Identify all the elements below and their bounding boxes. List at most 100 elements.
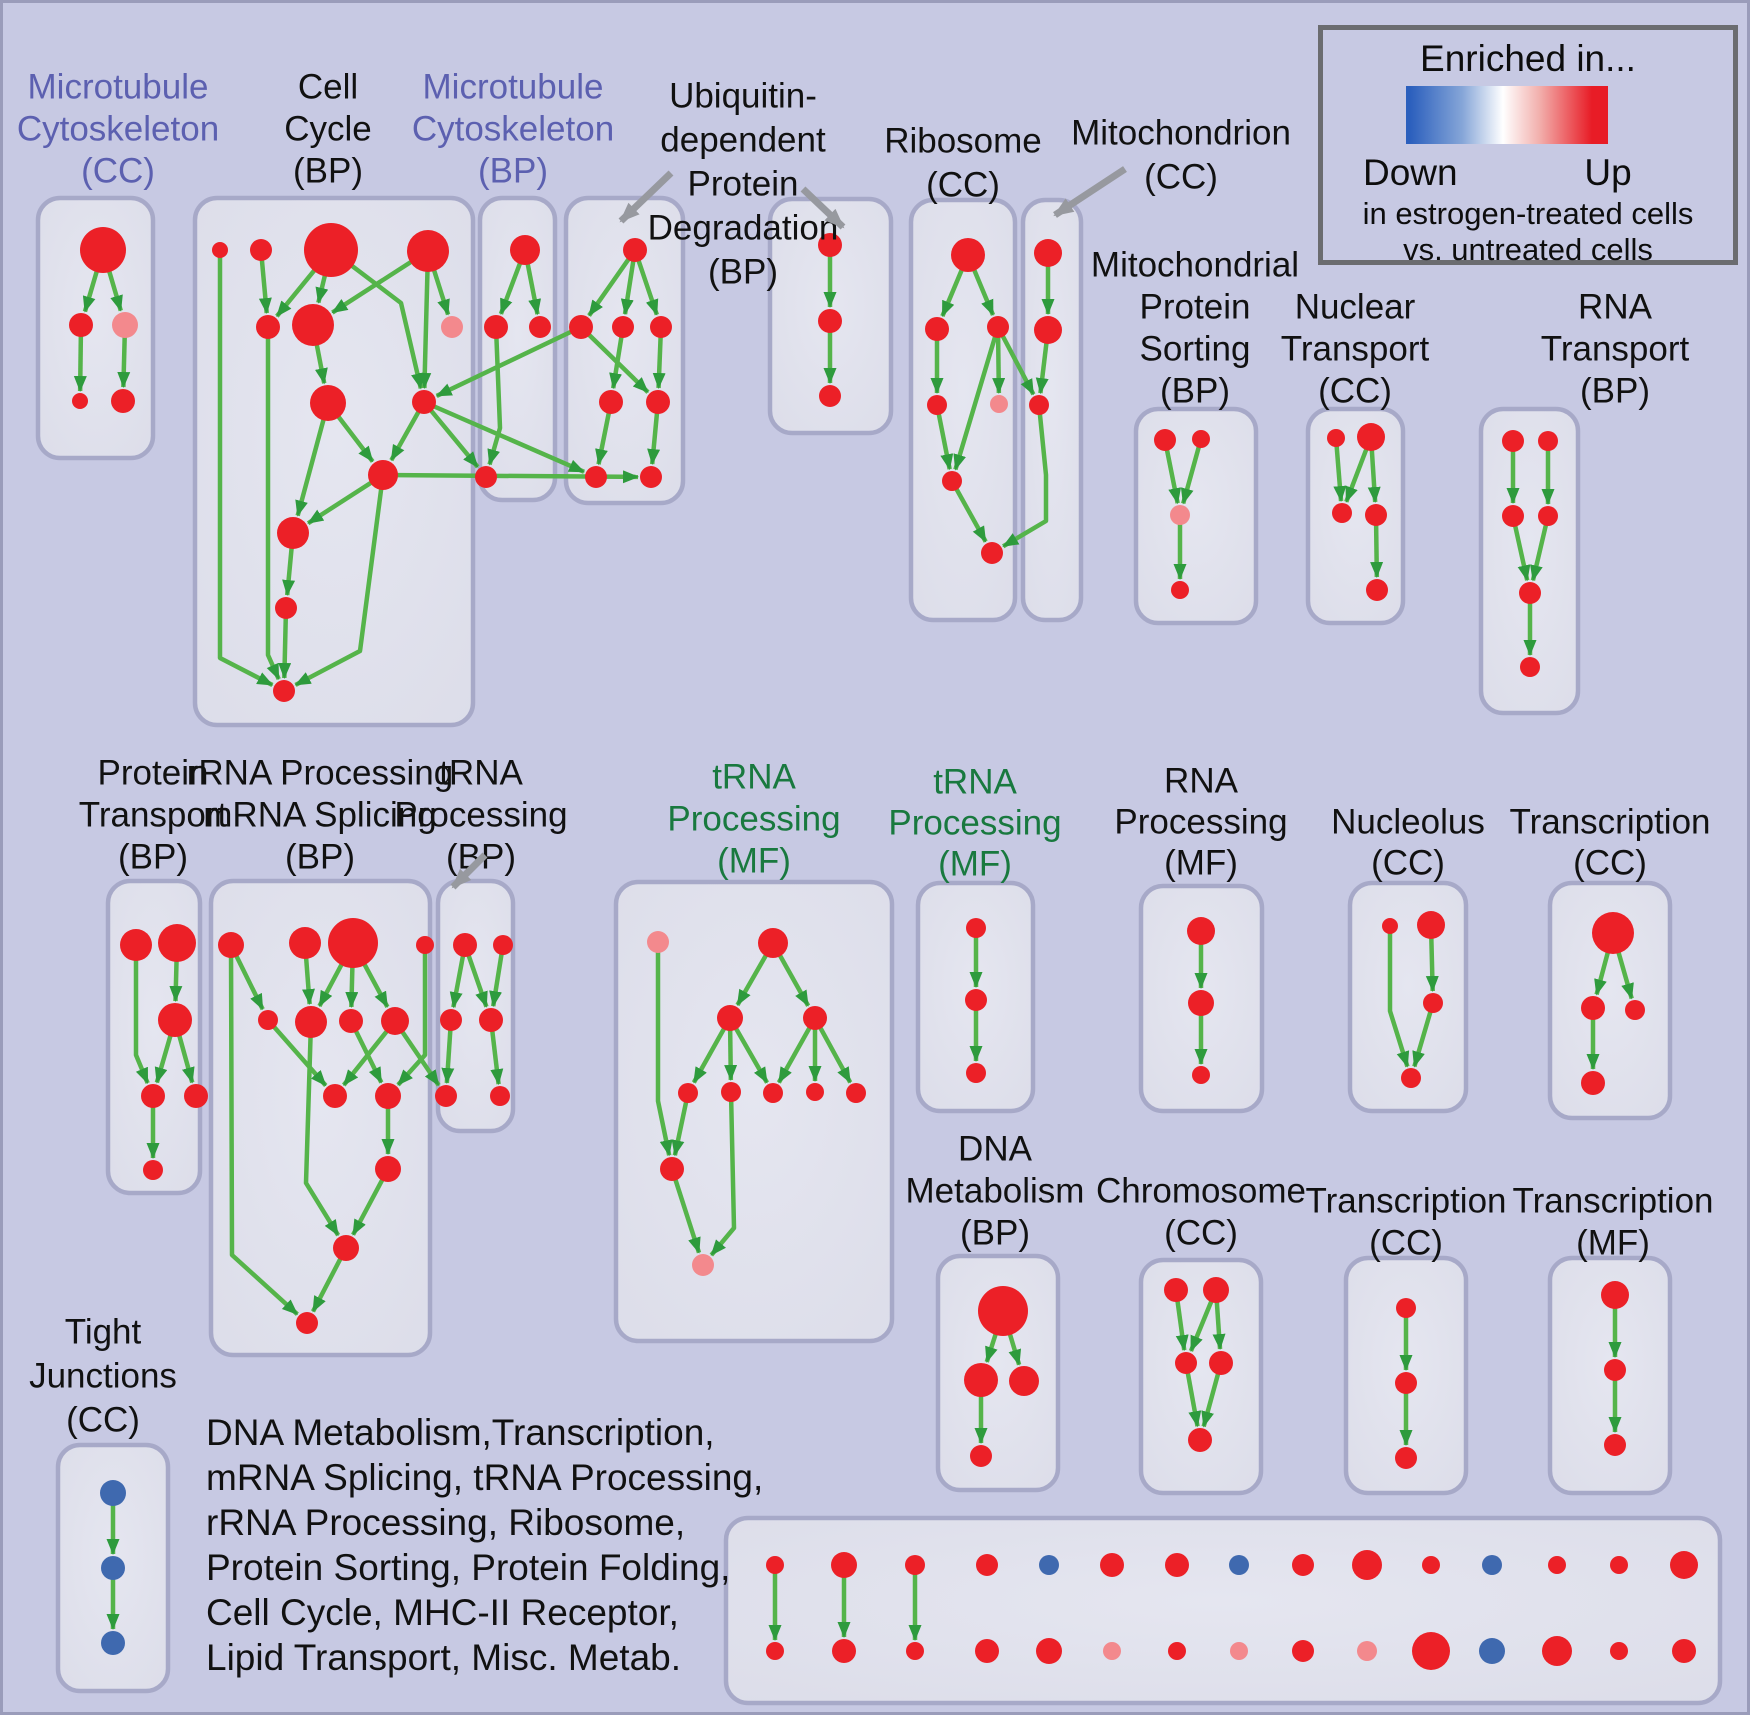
edge-cell-cycle-14 [294,474,386,687]
node-trna-mf1-0 [647,931,669,953]
node-nucleolus-0 [1382,918,1398,934]
group-box-nuclear-transport [1305,406,1406,626]
legend-subtitle-1: in estrogen-treated cells [1362,196,1694,231]
node-nuclear-transport-4 [1366,579,1388,601]
group-box-nucleolus [1347,880,1469,1114]
group-label-ubiquitin-line-1: dependent [660,120,826,159]
group-label-protein-transport-line-0: Protein [98,753,209,792]
node-mixed-strip-14 [1670,1551,1698,1579]
callout-arrow-ubiquitin-to-right-box [800,186,846,230]
node-trna-bp-3 [479,1008,503,1032]
node-ubiquitin-left-6 [585,466,607,488]
edge-trna-mf1-8 [655,942,673,1157]
group-label-rna-transport-line-2: (BP) [1580,371,1650,410]
node-transcription-cc3-2 [1395,1447,1417,1469]
edge-ribosome-6 [950,479,988,543]
cross-edge-2 [423,399,586,474]
node-protein-transport-4 [184,1084,208,1108]
network-diagram: MicrotubuleCytoskeleton(CC)CellCycle(BP)… [3,3,1747,1712]
group-label-protein-transport-line-1: Transport [79,795,228,834]
node-transcription-cc2-3 [1581,1071,1605,1095]
node-ribosome-1 [925,317,949,341]
group-box-mitochondrion [1020,197,1084,623]
node-microtubule-cc-1 [69,313,93,337]
node-dna-metabolism-3 [970,1445,992,1467]
edge-ubiquitin-left-0 [587,248,637,317]
node-mixed-strip-10 [1422,1556,1440,1574]
node-rrna-mrna-10 [375,1156,401,1182]
edge-protein-transport-0 [133,945,150,1084]
node-rrna-mrna-6 [339,1009,363,1033]
node-mixed-strip-5 [1100,1553,1124,1577]
group-label-trna-mf2-line-1: Processing [888,803,1061,842]
group-label-ribosome-line-1: (CC) [926,165,1000,204]
node-mixed-strip-23 [1292,1640,1314,1662]
edge-ribosome-4 [934,404,954,471]
group-label-mito-sorting-line-2: Sorting [1140,329,1251,368]
node-mixed-strip-3 [976,1554,998,1576]
node-rrna-mrna-7 [381,1007,409,1035]
group-label-trna-mf1-line-2: (MF) [717,841,791,880]
node-microtubule-cc-2 [112,312,138,338]
node-mixed-strip-11 [1482,1555,1502,1575]
group-label-transcription-mf3-line-1: (MF) [1576,1223,1650,1262]
node-mito-sorting-1 [1192,430,1210,448]
node-mixed-strip-19 [1036,1638,1062,1664]
group-label-microtubule-bp-line-1: Cytoskeleton [412,109,614,148]
node-transcription-cc2-2 [1625,1000,1645,1020]
edge-mito-sorting-1 [1180,438,1204,505]
node-rna-processing-2 [1192,1066,1210,1084]
group-label-trna-mf2-line-0: tRNA [933,762,1017,801]
group-box-mixed-strip [723,1515,1723,1706]
node-cell-cycle-10 [277,517,309,549]
edge-rrna-mrna-6 [266,1018,328,1087]
node-ribosome-6 [981,542,1003,564]
node-cell-cycle-2 [304,223,358,277]
edge-nuclear-transport-0 [1333,437,1347,503]
node-nuclear-transport-1 [1357,423,1385,451]
edge-ubiquitin-left-3 [579,325,650,394]
group-label-rrna-mrna-line-0: rRNA Processing [187,753,453,792]
node-chromosome-4 [1188,1428,1212,1452]
group-label-transcription-cc2-line-0: Transcription [1510,802,1711,841]
node-nucleolus-2 [1423,993,1443,1013]
node-rrna-mrna-4 [258,1010,278,1030]
node-ubiquitin-right-2 [819,385,841,407]
group-label-rna-transport-line-0: RNA [1578,287,1653,326]
group-label-ribosome-line-0: Ribosome [884,121,1042,160]
node-trna-bp-4 [435,1085,457,1107]
node-mixed-strip-29 [1672,1639,1696,1663]
node-trna-mf1-1 [758,928,788,958]
node-trna-mf1-6 [763,1083,783,1103]
node-trna-mf2-1 [965,989,987,1011]
node-ubiquitin-left-1 [569,315,593,339]
edge-trna-mf1-7 [813,1016,853,1084]
node-cell-cycle-3 [407,230,449,272]
footnote-line-2: rRNA Processing, Ribosome, [206,1502,685,1543]
node-transcription-mf3-2 [1604,1434,1626,1456]
group-label-rna-processing-line-1: Processing [1114,802,1287,841]
node-mixed-strip-8 [1292,1554,1314,1576]
node-rna-transport-3 [1538,506,1558,526]
node-mixed-strip-18 [975,1639,999,1663]
node-mixed-strip-6 [1165,1553,1189,1577]
group-label-mitochondrion-line-1: (CC) [1144,157,1218,196]
node-cell-cycle-0 [212,242,228,258]
node-chromosome-0 [1164,1278,1188,1302]
group-label-nuclear-transport-line-1: Transport [1281,329,1430,368]
node-chromosome-1 [1203,1277,1229,1303]
node-ubiquitin-left-0 [623,238,647,262]
node-tight-junctions-2 [101,1631,125,1655]
callout-arrow-ubiquitin-to-left-box [618,170,674,224]
edge-trna-mf1-10 [669,1168,702,1254]
node-ribosome-3 [927,395,947,415]
node-protein-transport-2 [158,1003,192,1037]
edge-rna-transport-3 [1530,515,1551,582]
node-rna-transport-4 [1519,582,1541,604]
node-rrna-mrna-11 [333,1235,359,1261]
group-label-ubiquitin-line-4: (BP) [708,252,778,291]
group-label-transcription-cc3-line-1: (CC) [1369,1223,1443,1262]
node-trna-mf2-0 [966,918,986,938]
node-rna-transport-2 [1502,505,1524,527]
node-ubiquitin-right-1 [818,309,842,333]
